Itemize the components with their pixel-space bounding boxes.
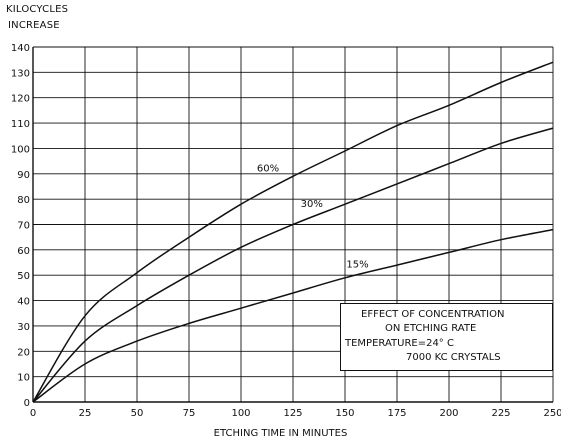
x-tick-label: 25 [79,408,92,419]
x-tick-label: 100 [231,408,250,419]
x-tick-label: 125 [283,408,302,419]
series-label-1: 30% [301,199,323,210]
series-label-0: 60% [257,163,279,174]
y-tick-label: 70 [17,221,30,232]
x-tick-label: 50 [131,408,144,419]
x-tick-label: 0 [30,408,36,419]
series-lines [32,61,554,403]
annotation-line4: 7000 KC CRYSTALS [406,352,501,363]
series-line-2 [32,228,554,403]
x-tick-label: 150 [335,408,354,419]
y-axis-title-line1: KILOCYCLES [6,4,69,15]
y-tick-label: 90 [17,170,30,181]
series-line-0 [32,61,554,403]
y-tick-label: 140 [11,43,30,54]
x-tick-label: 225 [491,408,510,419]
tick-labels: 0 25 50 75 100 125 150 175 200 225 250 0 10 20 30 40 50 6… [11,43,561,419]
y-tick-label: 110 [11,119,30,130]
y-tick-label: 10 [17,373,30,384]
y-tick-label: 20 [17,347,30,358]
y-tick-label: 80 [17,195,30,206]
y-axis-title-line2: INCREASE [8,20,60,31]
series-line-1 [32,127,554,403]
y-tick-label: 60 [17,246,30,257]
y-tick-label: 40 [17,297,30,308]
y-tick-label: 120 [11,94,30,105]
x-tick-label: 175 [387,408,406,419]
annotation-line1: EFFECT OF CONCENTRATION [361,309,505,320]
y-tick-label: 30 [17,322,30,333]
series-labels: 60% 30% 15% [257,163,369,270]
annotation-line2: ON ETCHING RATE [385,323,477,334]
y-tick-label: 0 [24,398,30,409]
annotation-line3: TEMPERATURE=24° C [345,338,454,349]
y-tick-label: 130 [11,68,30,79]
x-tick-label: 200 [439,408,458,419]
x-axis-title: ETCHING TIME IN MINUTES [213,428,348,439]
x-tick-label: 250 [543,408,561,419]
series-label-2: 15% [346,260,368,271]
annotation-box: EFFECT OF CONCENTRATION ON ETCHING RATE … [340,303,553,371]
x-tick-label: 75 [183,408,196,419]
y-tick-label: 50 [17,271,30,282]
y-tick-label: 100 [11,144,30,155]
